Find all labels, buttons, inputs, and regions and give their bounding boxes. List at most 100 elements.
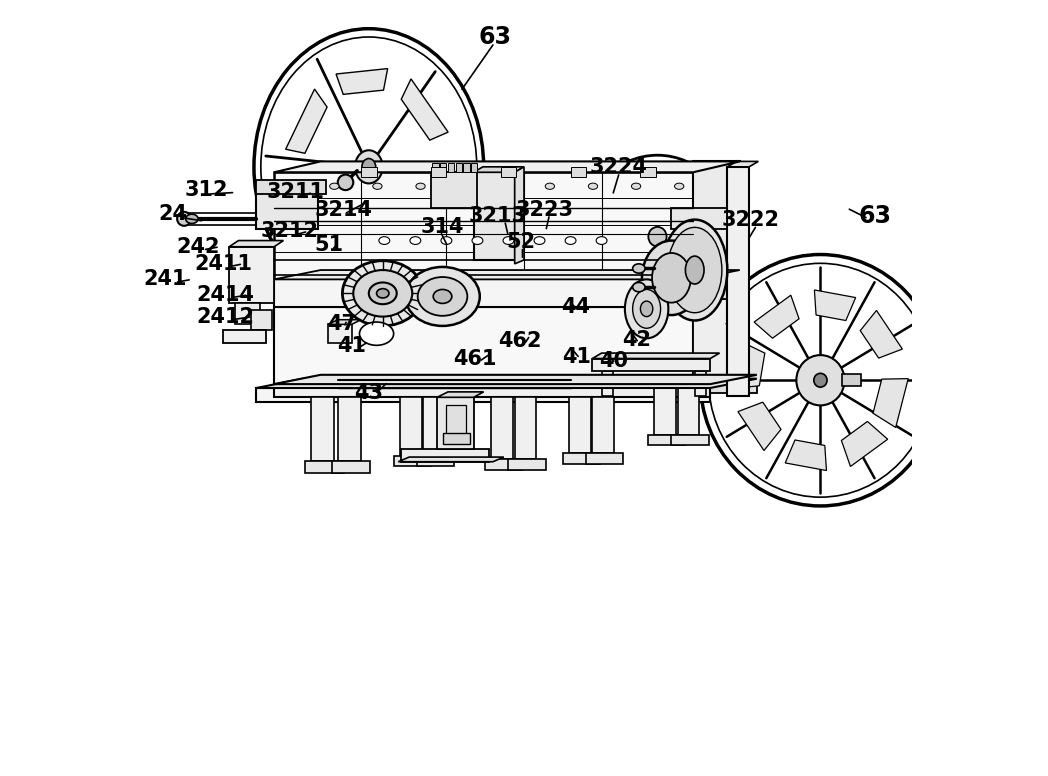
Polygon shape [654,384,676,435]
Text: 24: 24 [158,204,188,224]
Polygon shape [286,176,321,236]
Ellipse shape [177,212,191,226]
Text: 3223: 3223 [516,199,573,220]
Polygon shape [230,247,275,303]
Polygon shape [275,270,740,279]
Polygon shape [440,163,446,172]
Ellipse shape [596,237,607,244]
Ellipse shape [254,29,483,305]
Ellipse shape [373,183,383,189]
Polygon shape [362,167,376,177]
Polygon shape [401,79,449,140]
Ellipse shape [633,264,646,273]
Polygon shape [257,388,711,402]
Text: 3224: 3224 [590,157,648,177]
Ellipse shape [459,183,468,189]
Polygon shape [570,167,586,177]
Ellipse shape [416,183,425,189]
Ellipse shape [362,158,375,175]
Ellipse shape [410,237,421,244]
Text: 63: 63 [858,204,891,227]
Ellipse shape [330,183,339,189]
Text: 44: 44 [562,297,590,317]
Ellipse shape [433,289,452,303]
Polygon shape [485,459,523,470]
Ellipse shape [640,301,653,317]
Text: 242: 242 [176,237,220,257]
Ellipse shape [652,253,691,303]
Polygon shape [431,172,478,208]
Polygon shape [592,397,614,453]
Polygon shape [431,167,446,177]
Polygon shape [640,167,656,177]
Polygon shape [672,435,708,445]
Ellipse shape [472,237,483,244]
Ellipse shape [700,255,941,506]
Polygon shape [400,397,421,456]
Polygon shape [394,456,431,466]
Polygon shape [515,397,537,459]
Polygon shape [250,310,271,330]
Polygon shape [394,197,447,261]
Text: 41: 41 [563,347,591,367]
Polygon shape [286,89,327,154]
Ellipse shape [406,267,480,326]
Ellipse shape [675,183,684,189]
Polygon shape [447,163,454,172]
Polygon shape [492,397,514,459]
Polygon shape [446,405,465,441]
Polygon shape [508,459,546,470]
Polygon shape [305,461,344,473]
Polygon shape [328,320,362,324]
Polygon shape [463,163,470,172]
Polygon shape [755,295,799,338]
Text: 2411: 2411 [194,254,252,274]
Polygon shape [563,453,601,464]
Bar [843,374,861,386]
Ellipse shape [337,175,353,190]
Polygon shape [586,453,624,464]
Text: 461: 461 [454,349,497,369]
Polygon shape [501,167,517,177]
Polygon shape [257,192,319,229]
Ellipse shape [588,183,597,189]
Ellipse shape [502,183,511,189]
Text: 314: 314 [420,217,464,237]
Text: 41: 41 [337,336,366,356]
Text: 42: 42 [623,330,651,350]
Text: 63: 63 [478,26,511,49]
Polygon shape [842,421,888,466]
Ellipse shape [261,37,477,296]
Polygon shape [310,397,334,461]
Polygon shape [230,241,283,247]
Text: 43: 43 [354,383,384,403]
Polygon shape [456,163,462,172]
Polygon shape [785,440,827,470]
Polygon shape [873,379,909,428]
Ellipse shape [633,289,660,328]
Polygon shape [738,402,781,451]
Text: 3222: 3222 [722,210,780,230]
Ellipse shape [649,227,667,247]
Polygon shape [672,208,727,229]
Polygon shape [417,456,454,466]
Text: 47: 47 [327,314,356,334]
Polygon shape [602,371,613,396]
Polygon shape [328,324,352,343]
Ellipse shape [355,151,383,183]
Ellipse shape [796,355,845,405]
Polygon shape [733,341,765,388]
Polygon shape [331,461,370,473]
Text: 52: 52 [506,232,536,252]
Ellipse shape [353,270,412,317]
Polygon shape [223,330,266,343]
Ellipse shape [662,220,727,320]
Text: 312: 312 [184,180,227,200]
Ellipse shape [814,373,827,387]
Ellipse shape [668,227,722,313]
Polygon shape [727,167,749,396]
Polygon shape [275,307,693,388]
Polygon shape [814,290,855,320]
Polygon shape [711,379,757,393]
Polygon shape [257,180,326,194]
